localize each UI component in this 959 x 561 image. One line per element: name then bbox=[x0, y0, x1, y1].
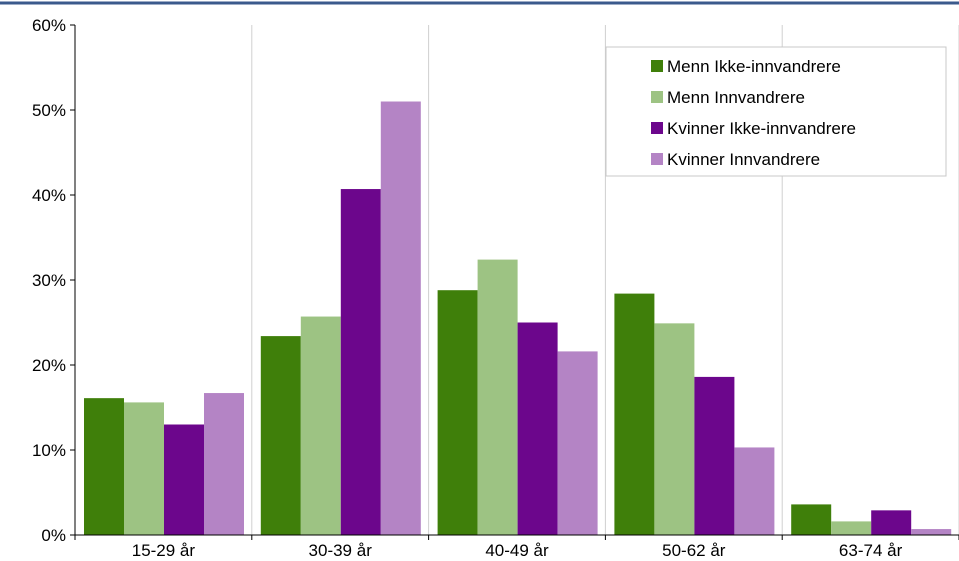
legend-label: Menn Ikke-innvandrere bbox=[667, 57, 841, 76]
x-tick-label: 15-29 år bbox=[132, 541, 196, 560]
legend: Menn Ikke-innvandrere Menn Innvandrere Kvi… bbox=[605, 46, 947, 177]
bar-4-1 bbox=[204, 393, 244, 535]
y-tick-label: 10% bbox=[32, 441, 66, 460]
bar-3-2 bbox=[340, 189, 381, 536]
legend-swatch bbox=[651, 153, 663, 165]
bars bbox=[84, 101, 952, 536]
y-tick-label: 40% bbox=[32, 186, 66, 205]
x-axis-ticks: 15-29 år 30-39 år 40-49 år 50-62 år 63-74 år bbox=[74, 535, 959, 560]
bar-2-1 bbox=[124, 402, 164, 535]
bar-4-5 bbox=[911, 529, 952, 535]
y-axis-ticks: 0% 10% 20% 30% 40% 50% 60% bbox=[32, 16, 75, 545]
x-tick-label: 63-74 år bbox=[839, 541, 903, 560]
y-tick-label: 60% bbox=[32, 16, 66, 35]
bar-3-4 bbox=[694, 376, 735, 535]
legend-swatch bbox=[651, 60, 663, 72]
bar-2-2 bbox=[300, 316, 341, 535]
legend-label: Kvinner Innvandrere bbox=[667, 150, 820, 169]
x-tick-label: 40-49 år bbox=[485, 541, 549, 560]
bar-2-5 bbox=[831, 521, 872, 535]
bar-2-4 bbox=[654, 323, 695, 535]
x-tick-label: 50-62 år bbox=[662, 541, 726, 560]
bar-1-2 bbox=[260, 336, 301, 535]
bar-4-2 bbox=[380, 101, 421, 535]
bar-4-3 bbox=[557, 351, 598, 535]
bar-2-3 bbox=[477, 259, 518, 535]
legend-label: Menn Innvandrere bbox=[667, 88, 805, 107]
bar-1-3 bbox=[437, 290, 478, 535]
bar-1-5 bbox=[791, 504, 832, 535]
legend-swatch bbox=[651, 122, 663, 134]
bar-1-1 bbox=[84, 398, 124, 535]
y-tick-label: 30% bbox=[32, 271, 66, 290]
bar-1-4 bbox=[614, 293, 655, 535]
bar-3-5 bbox=[871, 510, 912, 535]
bar-3-3 bbox=[517, 322, 558, 535]
y-tick-label: 0% bbox=[41, 526, 66, 545]
legend-label: Kvinner Ikke-innvandrere bbox=[667, 119, 856, 138]
y-tick-label: 20% bbox=[32, 356, 66, 375]
bar-4-4 bbox=[734, 447, 775, 535]
x-tick-label: 30-39 år bbox=[309, 541, 373, 560]
y-tick-label: 50% bbox=[32, 101, 66, 120]
bar-3-1 bbox=[164, 424, 204, 535]
legend-swatch bbox=[651, 91, 663, 103]
